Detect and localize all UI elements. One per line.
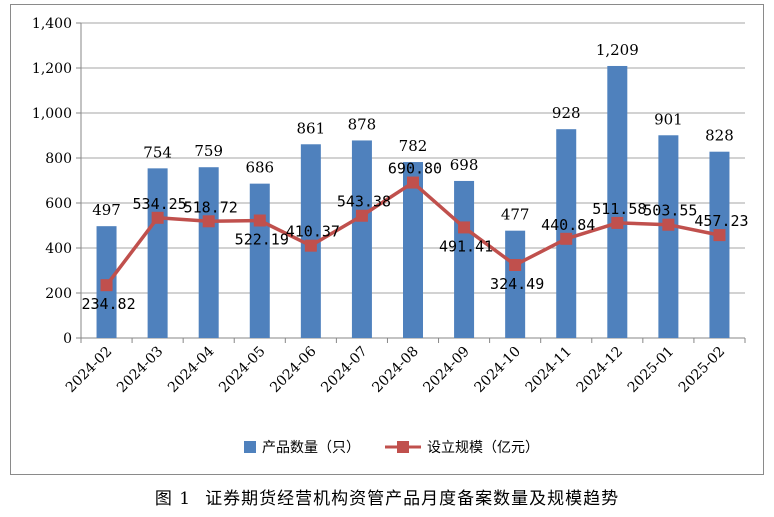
bar <box>351 140 372 338</box>
line-marker <box>509 258 522 271</box>
bar-value-label: 901 <box>654 110 683 128</box>
line-series <box>100 176 726 292</box>
line-value-label: 440.84 <box>541 216 595 234</box>
bar-value-label: 928 <box>552 104 581 122</box>
y-tick-label: 1,000 <box>32 106 72 122</box>
line-marker <box>713 229 726 242</box>
line-marker <box>100 279 113 292</box>
x-tick-label: 2024-03 <box>114 344 166 396</box>
data-labels: 497 754 759 686 861 878 782 698 477 928 1,209 901 82… <box>81 41 748 313</box>
line-marker <box>355 209 368 222</box>
legend: 产品数量（只） 设立规模（亿元） <box>244 440 539 456</box>
line-value-label: 491.41 <box>439 237 493 255</box>
x-tick-label: 2024-06 <box>267 343 320 396</box>
line-value-label: 457.23 <box>694 212 748 230</box>
legend-bar-label: 产品数量（只） <box>262 440 360 456</box>
line-marker <box>202 215 215 228</box>
y-tick-label: 0 <box>63 331 72 347</box>
line-value-label: 543.38 <box>337 193 391 211</box>
line-marker <box>407 176 419 189</box>
line-value-label: 534.25 <box>133 195 187 213</box>
bar-value-label: 497 <box>92 201 121 219</box>
bar <box>709 151 730 338</box>
line-marker <box>611 216 624 229</box>
bar-value-label: 782 <box>399 137 428 155</box>
bar-value-label: 759 <box>194 142 223 160</box>
bar <box>658 135 679 338</box>
y-tick-label: 800 <box>45 151 72 167</box>
x-axis: 2024-022024-032024-042024-052024-062024-… <box>63 338 746 396</box>
y-tick-label: 1,200 <box>32 61 72 77</box>
bar-value-label: 861 <box>297 119 326 137</box>
x-tick-label: 2025-01 <box>625 344 677 396</box>
bar-value-label: 878 <box>348 115 377 133</box>
bar-value-label: 698 <box>450 156 479 174</box>
line-value-label: 511.58 <box>592 200 646 218</box>
bar-value-label: 686 <box>245 159 274 177</box>
x-tick-label: 2025-02 <box>676 344 728 396</box>
bar-series <box>96 65 730 338</box>
line-value-label: 234.82 <box>81 295 135 313</box>
line-marker <box>560 232 573 245</box>
y-tick-label: 200 <box>45 286 72 302</box>
y-tick-label: 1,400 <box>32 16 72 32</box>
chart-frame <box>10 4 764 475</box>
bar <box>147 168 168 338</box>
bar-value-label: 754 <box>143 143 172 161</box>
y-tick-label: 400 <box>45 241 72 257</box>
figure-number: 图 1 <box>154 489 192 509</box>
x-tick-label: 2024-07 <box>318 344 370 396</box>
line-value-label: 324.49 <box>490 275 544 293</box>
x-tick-label: 2024-10 <box>472 344 524 396</box>
line-value-label: 690.80 <box>388 160 442 178</box>
line-marker <box>151 211 164 224</box>
line-value-label: 410.37 <box>286 223 340 241</box>
x-tick-label: 2024-02 <box>63 344 115 396</box>
line-value-label: 522.19 <box>235 231 289 249</box>
x-tick-label: 2024-05 <box>216 344 268 396</box>
line-marker <box>458 221 471 234</box>
x-tick-label: 2024-12 <box>574 344 626 396</box>
gridlines <box>81 22 745 339</box>
legend-bar-swatch <box>244 441 256 453</box>
bar-value-label: 828 <box>705 127 734 145</box>
bar <box>505 230 526 338</box>
bar <box>454 180 475 338</box>
legend-line-label: 设立规模（亿元） <box>427 440 539 456</box>
chart: 0 200 400 600 800 1,000 1,200 1,400 497 754 759 68… <box>32 16 749 456</box>
line-value-label: 518.72 <box>184 198 238 216</box>
x-tick-label: 2024-08 <box>369 344 421 396</box>
x-tick-label: 2024-11 <box>523 344 575 396</box>
line-marker <box>662 218 675 231</box>
y-axis: 0 200 400 600 800 1,000 1,200 1,400 <box>32 16 82 347</box>
x-tick-label: 2024-09 <box>420 344 472 396</box>
bar <box>403 162 423 338</box>
bar-value-label: 1,209 <box>596 41 639 59</box>
bar <box>198 167 219 338</box>
y-tick-label: 600 <box>45 196 72 212</box>
legend-line-marker <box>397 441 409 453</box>
x-tick-label: 2024-04 <box>165 343 218 396</box>
bar <box>607 65 628 338</box>
line-value-label: 503.55 <box>643 202 697 220</box>
line-marker <box>304 239 317 252</box>
bar-value-label: 477 <box>501 206 530 224</box>
bar <box>249 183 270 338</box>
figure-caption: 图 1 证券期货经营机构资管产品月度备案数量及规模趋势 <box>0 484 774 509</box>
line-marker <box>253 214 266 227</box>
caption-text: 证券期货经营机构资管产品月度备案数量及规模趋势 <box>205 489 620 509</box>
